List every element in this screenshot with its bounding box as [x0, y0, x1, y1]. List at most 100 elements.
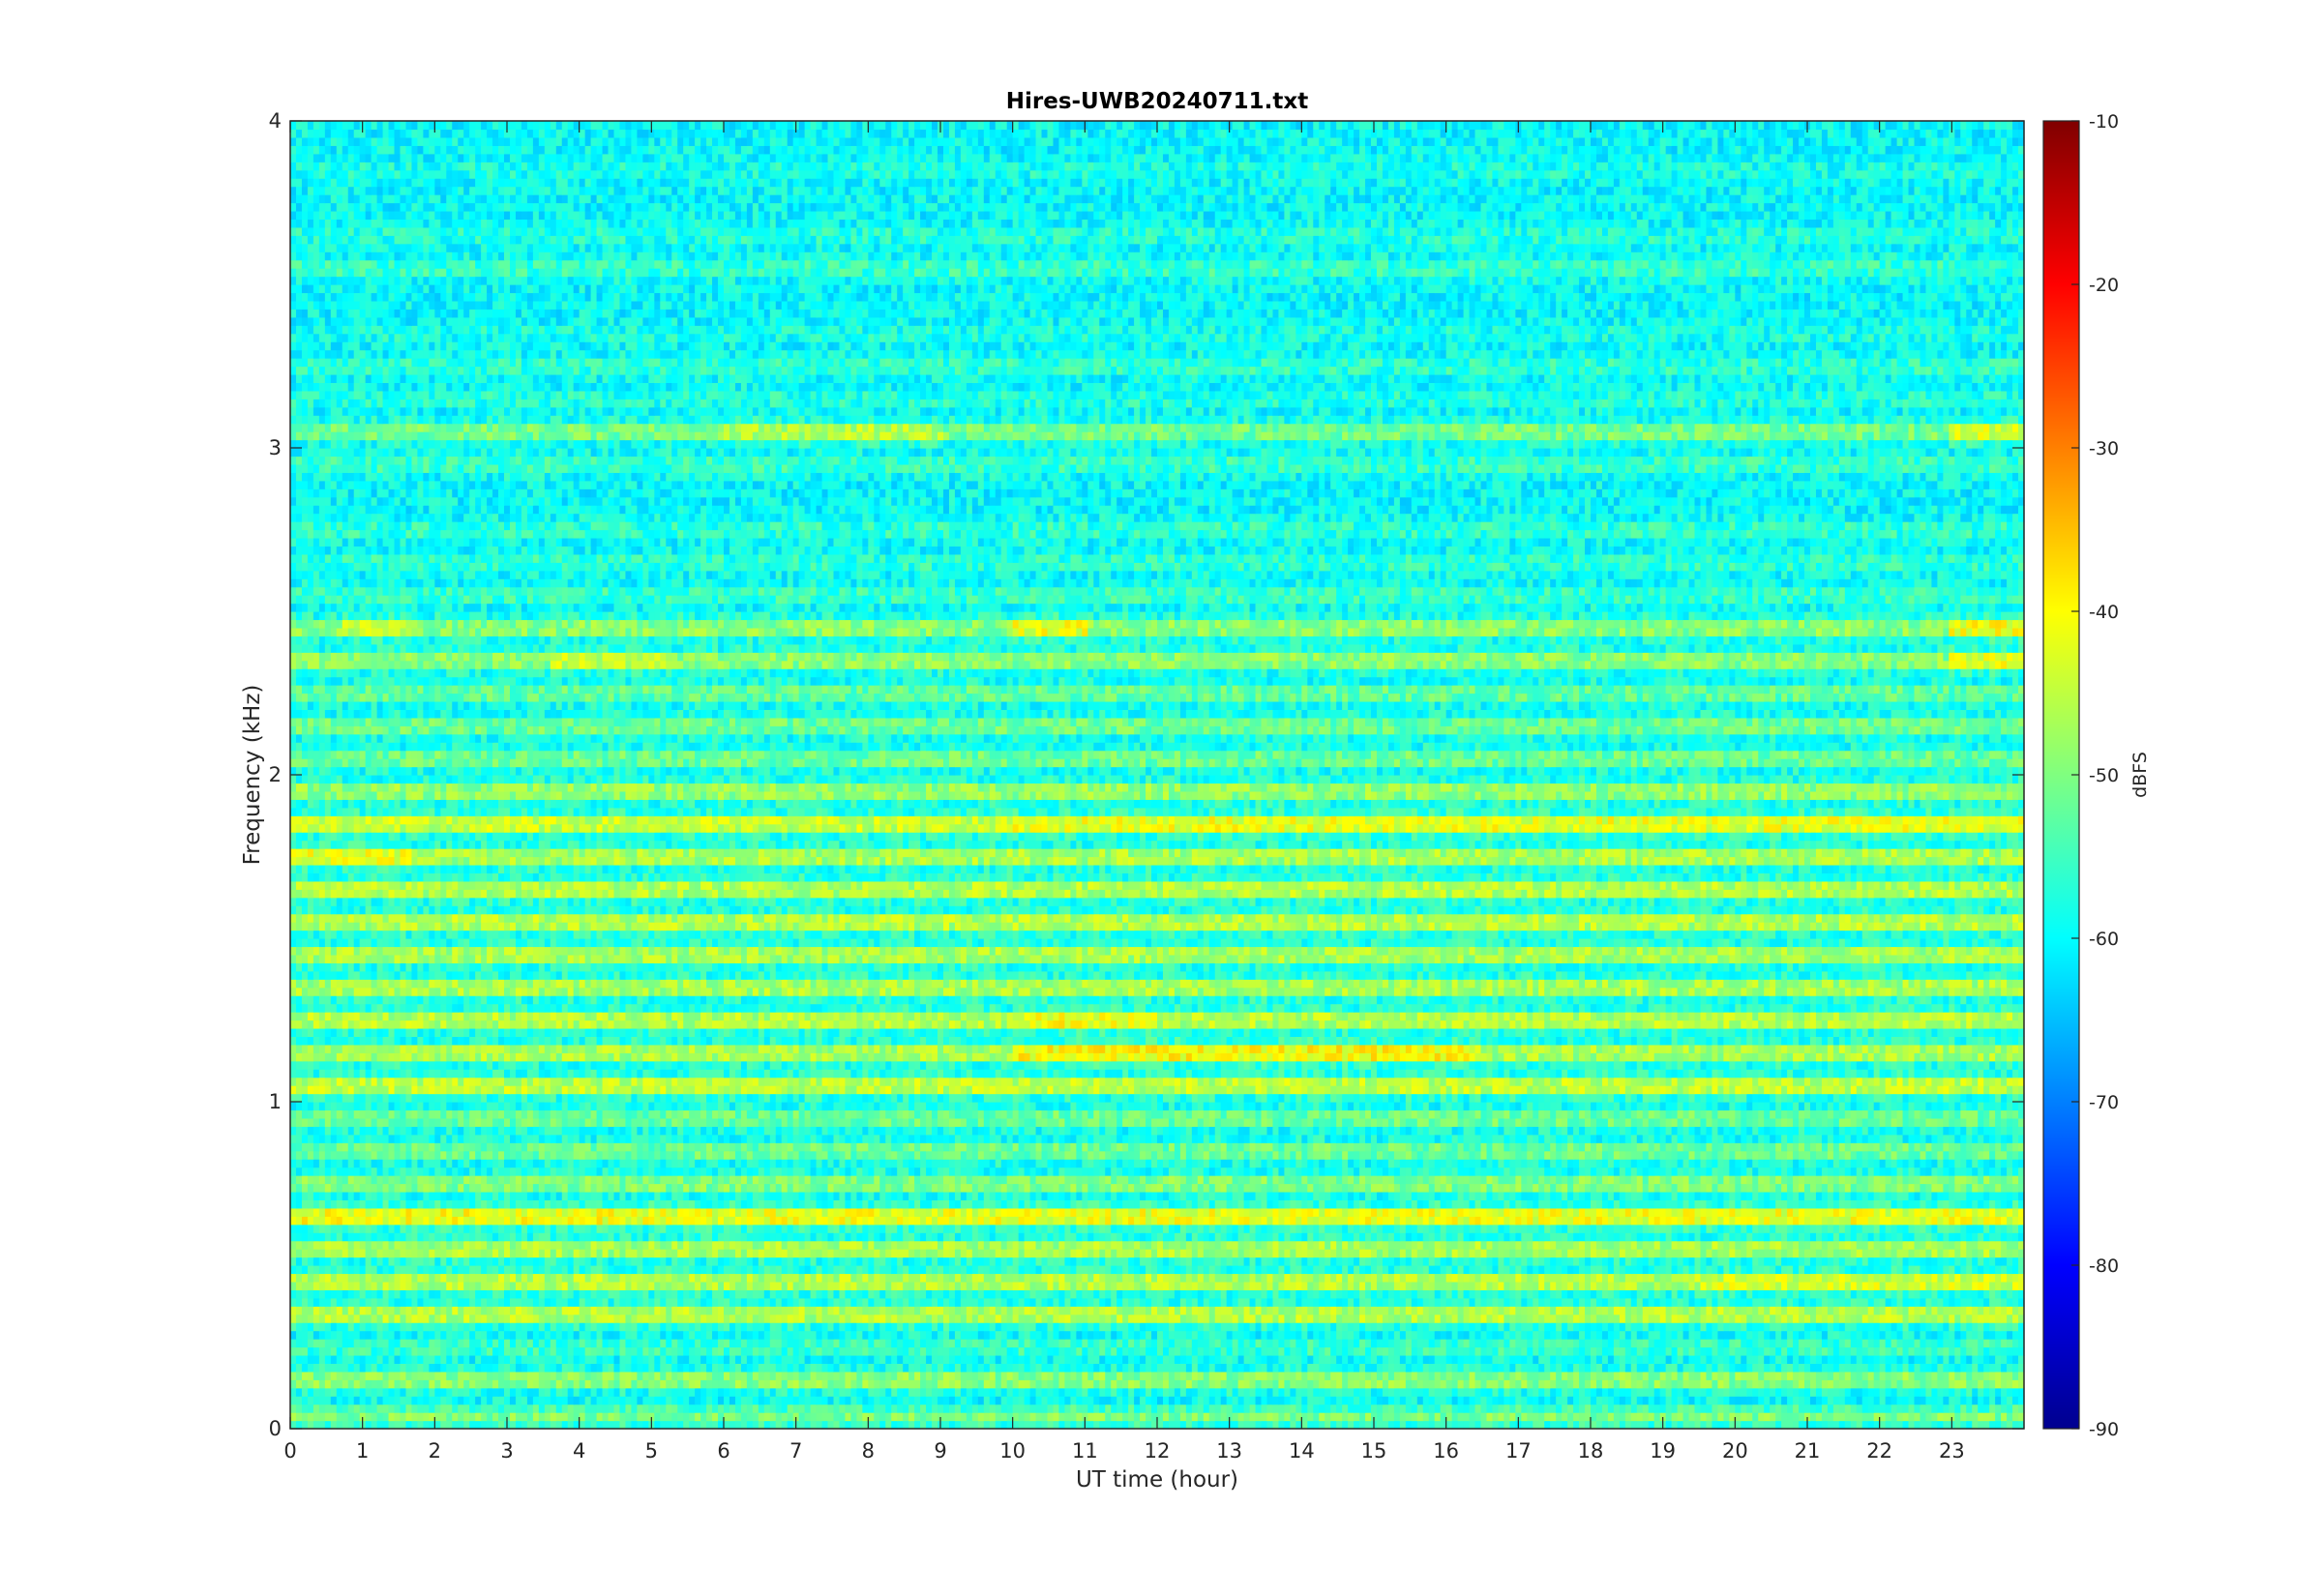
heatmap-cell	[1087, 1379, 1094, 1389]
heatmap-cell	[977, 1339, 985, 1348]
heatmap-cell	[376, 1306, 384, 1315]
heatmap-cell	[481, 1412, 488, 1422]
heatmap-cell	[1457, 1420, 1465, 1430]
heatmap-cell	[1595, 1330, 1603, 1340]
heatmap-cell	[1521, 1420, 1528, 1430]
heatmap-cell	[1758, 1314, 1765, 1323]
heatmap-cell	[1024, 1371, 1031, 1380]
heatmap-cell	[417, 1363, 424, 1373]
heatmap-cell	[891, 1314, 898, 1323]
heatmap-cell	[1492, 1314, 1500, 1323]
heatmap-cell	[1509, 1306, 1516, 1315]
heatmap-cell	[1567, 1339, 1574, 1348]
heatmap-cell	[1850, 1396, 1858, 1405]
heatmap-cell	[2018, 1396, 2025, 1405]
heatmap-cell	[1503, 1330, 1510, 1340]
heatmap-cell	[769, 1314, 777, 1323]
heatmap-cell	[1533, 1379, 1539, 1389]
heatmap-cell	[1983, 1297, 1990, 1307]
heatmap-cell	[423, 1289, 430, 1299]
heatmap-cell	[1642, 1412, 1650, 1422]
heatmap-cell	[885, 1371, 892, 1380]
heatmap-cell	[1146, 1387, 1152, 1397]
heatmap-cell	[347, 1404, 355, 1413]
heatmap-cell	[1752, 1339, 1759, 1348]
heatmap-cell	[1354, 1330, 1360, 1340]
heatmap-cell	[1140, 1339, 1146, 1348]
heatmap-cell	[1573, 1314, 1580, 1323]
heatmap-cell	[671, 1339, 678, 1348]
heatmap-cell	[1978, 1330, 1984, 1340]
heatmap-cell	[1393, 1363, 1401, 1373]
heatmap-cell	[1856, 1363, 1863, 1373]
heatmap-cell	[1480, 1371, 1488, 1380]
heatmap-cell	[1405, 1289, 1413, 1299]
heatmap-cell	[1503, 1322, 1510, 1332]
heatmap-cell	[989, 1297, 997, 1307]
heatmap-cell	[1191, 1363, 1199, 1373]
heatmap-cell	[405, 1346, 413, 1356]
heatmap-cell	[1562, 1412, 1568, 1422]
heatmap-cell	[1595, 1322, 1603, 1332]
heatmap-cell	[625, 1420, 633, 1430]
heatmap-cell	[307, 1314, 314, 1323]
heatmap-cell	[1393, 1339, 1401, 1348]
heatmap-cell	[1573, 1387, 1580, 1397]
heatmap-cell	[1538, 1412, 1545, 1422]
heatmap-cell	[689, 1297, 696, 1307]
heatmap-cell	[1134, 1379, 1141, 1389]
heatmap-cell	[954, 1420, 962, 1430]
heatmap-cell	[336, 1404, 343, 1413]
heatmap-cell	[353, 1379, 361, 1389]
heatmap-cell	[532, 1297, 540, 1307]
heatmap-cell	[1567, 1354, 1574, 1364]
heatmap-cell	[1371, 1379, 1378, 1389]
heatmap-cell	[1521, 1306, 1528, 1315]
heatmap-cell	[1105, 1346, 1112, 1356]
heatmap-cell	[359, 1354, 367, 1364]
heatmap-cell	[724, 1322, 730, 1332]
heatmap-cell	[1226, 1346, 1234, 1356]
heatmap-cell	[1024, 1346, 1031, 1356]
heatmap-cell	[590, 1379, 598, 1389]
heatmap-cell	[798, 1322, 806, 1332]
heatmap-cell	[1041, 1379, 1049, 1389]
heatmap-cell	[1058, 1339, 1066, 1348]
heatmap-cell	[318, 1346, 326, 1356]
heatmap-cell	[839, 1420, 847, 1430]
heatmap-cell	[336, 1330, 343, 1340]
heatmap-cell	[295, 1404, 303, 1413]
heatmap-cell	[1856, 1297, 1863, 1307]
heatmap-cell	[1076, 1363, 1083, 1373]
heatmap-cell	[1659, 1346, 1667, 1356]
heatmap-cell	[532, 1379, 540, 1389]
heatmap-cell	[660, 1346, 667, 1356]
heatmap-cell	[1053, 1322, 1060, 1332]
heatmap-cell	[1266, 1396, 1274, 1405]
heatmap-cell	[1457, 1346, 1465, 1356]
heatmap-cell	[637, 1420, 643, 1430]
heatmap-cell	[1018, 1363, 1026, 1373]
heatmap-cell	[336, 1420, 343, 1430]
heatmap-cell	[1295, 1371, 1302, 1380]
heatmap-cell	[567, 1289, 575, 1299]
heatmap-cell	[1978, 1306, 1984, 1315]
heatmap-cell	[891, 1396, 898, 1405]
heatmap-cell	[1208, 1322, 1216, 1332]
heatmap-cell	[1527, 1396, 1533, 1405]
heatmap-cell	[347, 1314, 355, 1323]
heatmap-cell	[1960, 1379, 1967, 1389]
heatmap-cell	[792, 1387, 800, 1397]
heatmap-cell	[1226, 1339, 1234, 1348]
heatmap-cell	[1399, 1420, 1407, 1430]
heatmap-cell	[1272, 1412, 1280, 1422]
heatmap-cell	[1122, 1412, 1129, 1422]
heatmap-cell	[521, 1371, 528, 1380]
heatmap-cell	[1058, 1330, 1066, 1340]
heatmap-cell	[1931, 1354, 1938, 1364]
heatmap-cell	[1469, 1297, 1476, 1307]
heatmap-cell	[827, 1420, 835, 1430]
heatmap-cell	[879, 1306, 886, 1315]
heatmap-cell	[908, 1289, 915, 1299]
heatmap-cell	[1012, 1420, 1020, 1430]
